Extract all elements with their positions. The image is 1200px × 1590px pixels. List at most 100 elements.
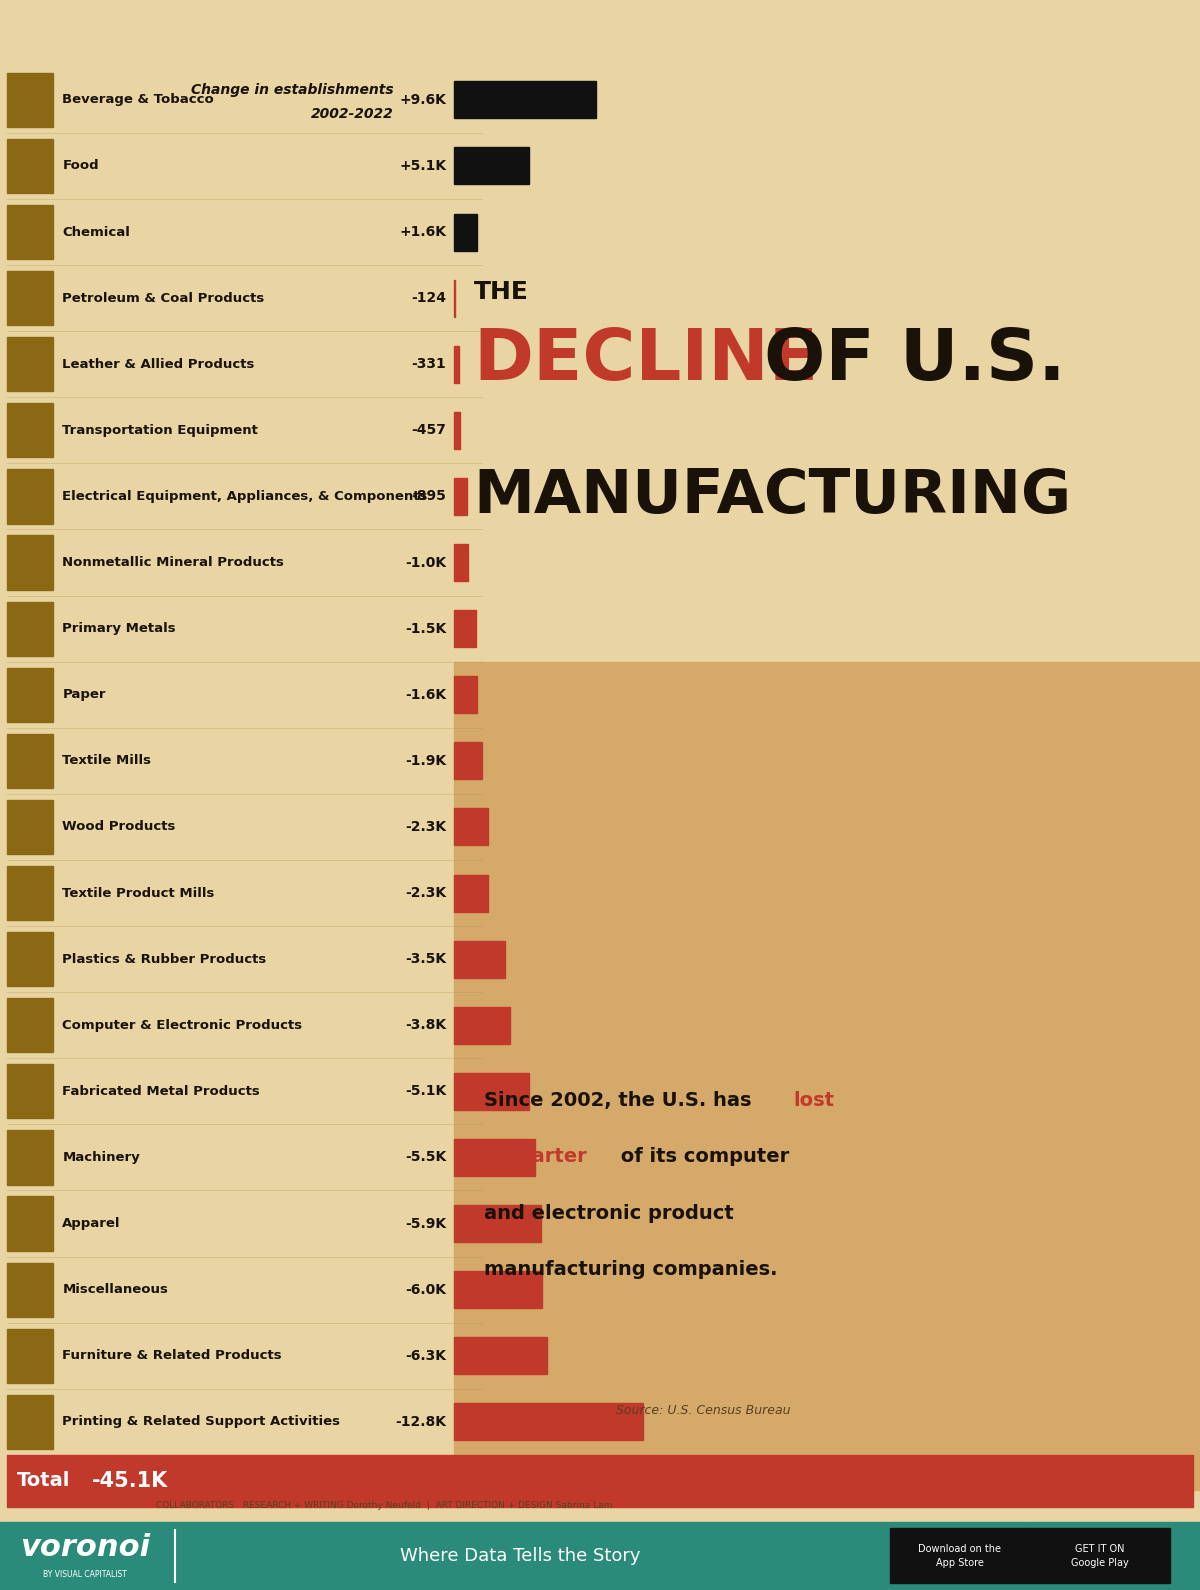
Text: -124: -124 [412,291,446,305]
Bar [7,867,53,921]
Bar [454,280,456,316]
Text: DECLINE: DECLINE [474,326,818,396]
Text: -3.5K: -3.5K [406,952,446,967]
Bar [454,345,458,383]
Text: and electronic product: and electronic product [484,1204,733,1223]
Bar [7,999,53,1053]
Bar [7,73,53,127]
Bar [454,1404,643,1441]
Bar [454,661,1200,1490]
Text: -457: -457 [412,423,446,437]
Text: Nonmetallic Mineral Products: Nonmetallic Mineral Products [62,556,284,569]
Text: manufacturing companies.: manufacturing companies. [484,1259,778,1278]
Bar [454,479,467,515]
Bar [454,1205,541,1242]
Text: Plastics & Rubber Products: Plastics & Rubber Products [62,952,266,965]
Text: Machinery: Machinery [62,1151,140,1164]
Text: Food: Food [62,159,100,172]
Text: Source: U.S. Census Bureau: Source: U.S. Census Bureau [617,1404,791,1417]
Bar [454,213,478,251]
Text: OF U.S.: OF U.S. [763,326,1066,396]
Bar [7,1064,53,1118]
Text: Leather & Allied Products: Leather & Allied Products [62,358,254,370]
Text: -6.3K: -6.3K [406,1348,446,1363]
Bar [454,81,595,118]
Bar [454,611,476,647]
Bar [7,469,53,523]
Bar [454,1270,542,1309]
Bar [454,875,487,911]
Bar [7,668,53,722]
Text: -895: -895 [412,490,446,504]
Bar [7,138,53,192]
Text: +9.6K: +9.6K [400,92,446,107]
Text: GET IT ON
Google Play: GET IT ON Google Play [1072,1544,1129,1568]
Text: +5.1K: +5.1K [400,159,446,173]
Bar [454,148,529,184]
Text: Paper: Paper [62,688,106,701]
Text: voronoi: voronoi [20,1533,150,1561]
Bar [454,808,487,846]
Text: a quarter: a quarter [484,1148,587,1167]
Bar [7,1196,53,1251]
Text: Apparel: Apparel [62,1216,121,1231]
Text: -1.0K: -1.0K [406,555,446,569]
Bar [454,1337,547,1374]
Bar [7,800,53,854]
Text: -1.6K: -1.6K [406,688,446,701]
Text: -6.0K: -6.0K [406,1283,446,1296]
Text: Total: Total [17,1471,71,1490]
Bar [454,412,461,448]
Text: of its computer: of its computer [613,1148,788,1167]
Text: COLLABORATORS   RESEARCH + WRITING Dorothy Neufeld  |  ART DIRECTION + DESIGN Sa: COLLABORATORS RESEARCH + WRITING Dorothy… [156,1501,612,1510]
Bar [7,1455,1193,1507]
Text: Wood Products: Wood Products [62,820,175,833]
Bar [454,1006,510,1043]
Text: Textile Mills: Textile Mills [62,754,151,768]
Bar [454,676,478,714]
Text: Beverage & Tobacco: Beverage & Tobacco [62,94,214,107]
Text: -5.1K: -5.1K [406,1084,446,1099]
Text: -1.9K: -1.9K [406,754,446,768]
Text: Petroleum & Coal Products: Petroleum & Coal Products [62,291,265,305]
Text: Since 2002, the U.S. has: Since 2002, the U.S. has [484,1091,758,1110]
Text: Primary Metals: Primary Metals [62,622,176,634]
Bar [7,733,53,789]
Text: Furniture & Related Products: Furniture & Related Products [62,1350,282,1363]
Bar [7,1394,53,1448]
Bar [7,932,53,986]
Text: lost: lost [793,1091,835,1110]
Text: -45.1K: -45.1K [92,1471,168,1491]
Text: +1.6K: +1.6K [400,226,446,238]
Text: THE: THE [474,280,528,304]
Text: Electrical Equipment, Appliances, & Components: Electrical Equipment, Appliances, & Comp… [62,490,427,502]
Bar [454,941,505,978]
Bar [0,1522,1200,1590]
Bar [1030,1528,1170,1584]
Bar [7,205,53,259]
Bar [454,743,481,779]
Text: Printing & Related Support Activities: Printing & Related Support Activities [62,1415,341,1428]
Text: -331: -331 [412,358,446,370]
Text: -3.8K: -3.8K [406,1018,446,1032]
Bar [7,270,53,326]
Text: -5.9K: -5.9K [406,1216,446,1231]
Text: 2002-2022: 2002-2022 [311,108,394,121]
Bar [7,536,53,590]
Text: -2.3K: -2.3K [406,886,446,900]
Bar [7,1329,53,1383]
Text: Chemical: Chemical [62,226,131,238]
Bar [7,601,53,655]
Text: MANUFACTURING: MANUFACTURING [474,467,1072,526]
Text: Change in establishments: Change in establishments [191,83,394,97]
Text: Download on the
App Store: Download on the App Store [918,1544,1002,1568]
Text: Computer & Electronic Products: Computer & Electronic Products [62,1019,302,1032]
Bar [454,544,468,580]
Bar [7,1130,53,1185]
Text: Miscellaneous: Miscellaneous [62,1283,168,1296]
Text: Fabricated Metal Products: Fabricated Metal Products [62,1084,260,1097]
Bar [7,404,53,458]
Text: Textile Product Mills: Textile Product Mills [62,887,215,900]
Text: BY VISUAL CAPITALIST: BY VISUAL CAPITALIST [43,1571,127,1579]
Text: -12.8K: -12.8K [396,1415,446,1429]
